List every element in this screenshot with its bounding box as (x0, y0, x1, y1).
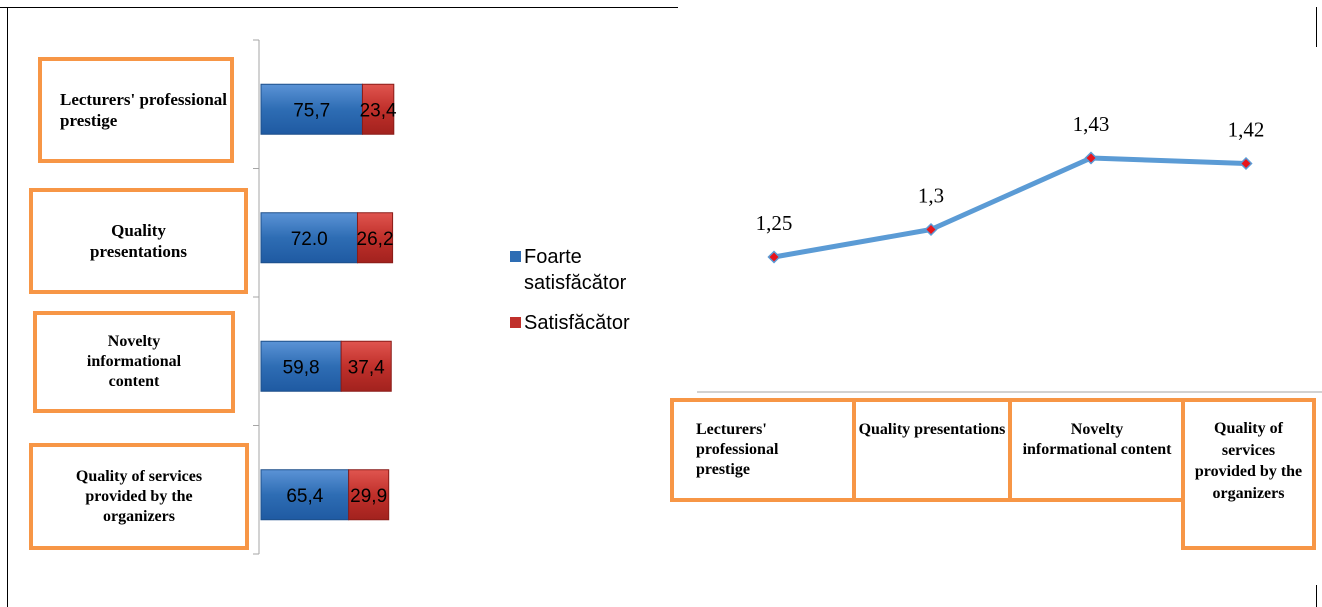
bar-category-label-0: Lecturers' professional prestige (38, 57, 234, 163)
line-value-label: 1,43 (1073, 112, 1110, 136)
line-point-marker (767, 250, 781, 264)
frame-left-border (7, 7, 8, 607)
frame-right-border (1316, 7, 1317, 47)
line-point-marker (1239, 156, 1253, 171)
line-value-label: 1,3 (918, 184, 944, 208)
line-value-label: 1,25 (756, 211, 793, 235)
line-category-label-3: Quality of services provided by the orga… (1181, 398, 1316, 550)
line-value-label: 1,42 (1228, 118, 1265, 142)
bar-foarte-satisfacator-0 (260, 83, 363, 135)
legend-label-1: Satisfăcător (524, 312, 630, 334)
legend: Foarte satisfăcător Satisfăcător (510, 244, 674, 350)
frame-top-border (0, 7, 678, 8)
line-series (771, 155, 1249, 260)
frame-right-border-lower (1316, 585, 1317, 607)
bar-category-label-1: Quality presentations (29, 188, 248, 294)
bar-satisfacator-3 (348, 469, 390, 521)
line-point-marker (1084, 151, 1098, 165)
bar-satisfacator-0 (361, 83, 395, 135)
bar-satisfacator-2 (340, 340, 392, 392)
bar-value-label: 65,4 (286, 486, 323, 507)
line-point-marker (924, 222, 938, 237)
legend-swatch-1 (510, 317, 521, 328)
line-category-label-0: Lecturers' professional prestige (670, 398, 856, 502)
line-category-label-1: Quality presentations (852, 398, 1012, 502)
bar-value-label: 59,8 (283, 357, 320, 378)
stacked-bar-chart: 75,7 23,4 72.0 26,2 59,8 37,4 65,4 29,9 (253, 39, 397, 555)
bar-value-label: 75,7 (293, 100, 330, 121)
legend-swatch-0 (510, 251, 521, 262)
bar-value-label: 26,2 (357, 229, 394, 250)
bar-category-label-3: Quality of services provided by the orga… (29, 443, 249, 550)
bar-value-label: 23,4 (360, 100, 397, 121)
bar-category-label-2: Novelty informational content (33, 311, 235, 413)
legend-item-0: Foarte satisfăcător (510, 244, 674, 296)
bar-value-label: 29,9 (350, 486, 387, 507)
legend-label-0: Foarte satisfăcător (524, 246, 627, 294)
legend-item-1: Satisfăcător (510, 310, 674, 336)
bar-value-label: 37,4 (348, 357, 385, 378)
bar-satisfacator-1 (356, 212, 394, 264)
line-category-label-2: Novelty informational content (1008, 398, 1186, 502)
bar-value-label: 72.0 (291, 229, 328, 250)
